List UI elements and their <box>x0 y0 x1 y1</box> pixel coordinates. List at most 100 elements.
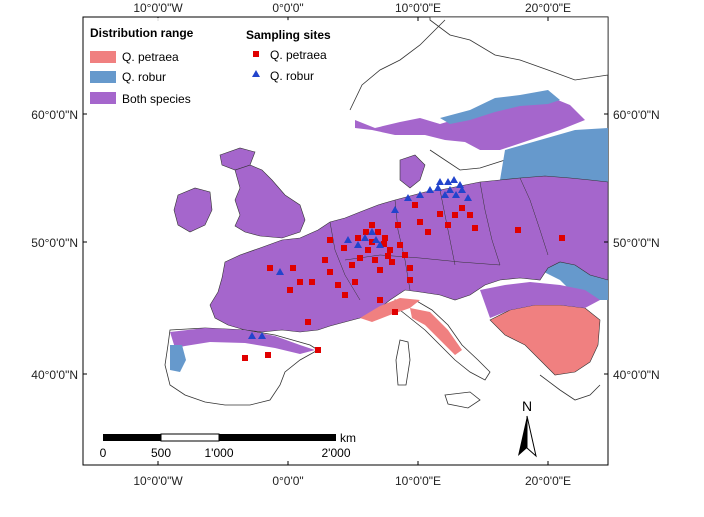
site-petraea-marker <box>369 222 375 228</box>
scale-label-500: 500 <box>151 446 171 460</box>
legend-label-petraea: Q. petraea <box>122 50 179 64</box>
x-tick-top-3: 10°0'0"E <box>395 1 441 15</box>
site-petraea-marker <box>452 212 458 218</box>
iberia-north-band <box>170 328 315 354</box>
norway-coast <box>349 19 446 111</box>
legend-marker-robur <box>252 70 260 77</box>
site-petraea-marker <box>305 319 311 325</box>
x-tick-bottom-1: 10°0'0"W <box>133 474 183 488</box>
site-robur-marker <box>452 191 460 198</box>
scandinavia-robur-top <box>440 90 560 124</box>
sampling-sites <box>242 176 565 361</box>
site-robur-marker <box>441 191 449 198</box>
site-robur-marker <box>368 228 376 235</box>
legend-swatch-petraea <box>90 51 116 63</box>
site-robur-marker <box>436 178 444 185</box>
site-petraea-marker <box>315 347 321 353</box>
legend-label-robur: Q. robur <box>122 70 166 84</box>
site-petraea-marker <box>459 205 465 211</box>
site-robur-marker <box>456 181 464 188</box>
site-robur-marker <box>446 186 454 193</box>
legend-distribution-title: Distribution range <box>90 26 194 40</box>
scale-label-0: 0 <box>100 446 107 460</box>
site-petraea-marker <box>352 279 358 285</box>
y-tick-right-3: 40°0'0"N <box>613 368 660 382</box>
y-tick-right-1: 60°0'0"N <box>613 108 660 122</box>
site-petraea-marker <box>412 202 418 208</box>
site-robur-marker <box>458 186 466 193</box>
sicily <box>444 391 481 409</box>
scale-label-2000: 2'000 <box>322 446 351 460</box>
legend-swatch-both <box>90 92 116 104</box>
scale-bar: 0 500 1'000 2'000 km <box>100 431 356 460</box>
north-label: N <box>522 398 532 414</box>
site-robur-marker <box>354 241 362 248</box>
continent-both-area <box>209 175 608 333</box>
site-petraea-marker <box>287 287 293 293</box>
y-tick-left-3: 40°0'0"N <box>31 368 78 382</box>
site-robur-marker <box>248 332 256 339</box>
site-robur-marker <box>258 332 266 339</box>
site-robur-marker <box>426 186 434 193</box>
site-petraea-marker <box>372 257 378 263</box>
iberia-west-robur <box>170 345 186 372</box>
site-petraea-marker <box>382 235 388 241</box>
scandinavia-robur-band <box>355 96 585 150</box>
site-petraea-marker <box>322 257 328 263</box>
site-petraea-marker <box>327 269 333 275</box>
site-robur-marker <box>444 178 452 185</box>
site-robur-marker <box>344 236 352 243</box>
site-robur-marker <box>416 191 424 198</box>
site-petraea-marker <box>381 241 387 247</box>
y-tick-left-1: 60°0'0"N <box>31 108 78 122</box>
site-petraea-marker <box>363 229 369 235</box>
legend-swatch-robur <box>90 71 116 83</box>
x-tick-bottom-4: 20°0'0"E <box>525 474 571 488</box>
site-petraea-marker <box>377 297 383 303</box>
scandinavia-land <box>429 17 608 81</box>
site-petraea-marker <box>389 259 395 265</box>
site-petraea-marker <box>385 253 391 259</box>
axis-labels: 10°0'0"W 0°0'0" 10°0'0"E 20°0'0"E 10°0'0… <box>31 1 659 488</box>
site-petraea-marker <box>375 229 381 235</box>
x-tick-top-2: 0°0'0" <box>272 1 303 15</box>
map-panel <box>82 16 609 466</box>
scale-label-1000: 1'000 <box>205 446 234 460</box>
x-tick-bottom-2: 0°0'0" <box>272 474 303 488</box>
site-robur-marker <box>372 236 380 243</box>
site-petraea-marker <box>342 292 348 298</box>
legend-sampling-label-robur: Q. robur <box>270 69 314 83</box>
site-petraea-marker <box>357 255 363 261</box>
site-robur-marker <box>276 268 284 275</box>
site-petraea-marker <box>559 235 565 241</box>
site-petraea-marker <box>392 309 398 315</box>
scale-unit: km <box>340 431 356 445</box>
site-petraea-marker <box>417 219 423 225</box>
site-robur-marker <box>450 176 458 183</box>
site-petraea-marker <box>445 222 451 228</box>
site-petraea-marker <box>355 235 361 241</box>
site-petraea-marker <box>297 279 303 285</box>
site-petraea-marker <box>377 267 383 273</box>
site-petraea-marker <box>395 222 401 228</box>
site-robur-marker <box>464 194 472 201</box>
site-petraea-marker <box>349 262 355 268</box>
ireland <box>173 187 213 233</box>
italy-petraea-band <box>410 308 462 355</box>
site-petraea-marker <box>472 225 478 231</box>
legend-sampling-title: Sampling sites <box>246 28 331 42</box>
site-petraea-marker <box>267 265 273 271</box>
site-petraea-marker <box>242 355 248 361</box>
greece-coast <box>539 374 601 401</box>
site-robur-marker <box>376 241 384 248</box>
x-tick-top-4: 20°0'0"E <box>525 1 571 15</box>
site-robur-marker <box>391 206 399 213</box>
corsica-sardinia <box>395 339 411 386</box>
site-robur-marker <box>404 194 412 201</box>
site-petraea-marker <box>265 352 271 358</box>
site-petraea-marker <box>437 211 443 217</box>
site-petraea-marker <box>309 279 315 285</box>
legend-sampling: Sampling sites Q. petraea Q. robur <box>238 20 358 84</box>
site-petraea-marker <box>365 247 371 253</box>
